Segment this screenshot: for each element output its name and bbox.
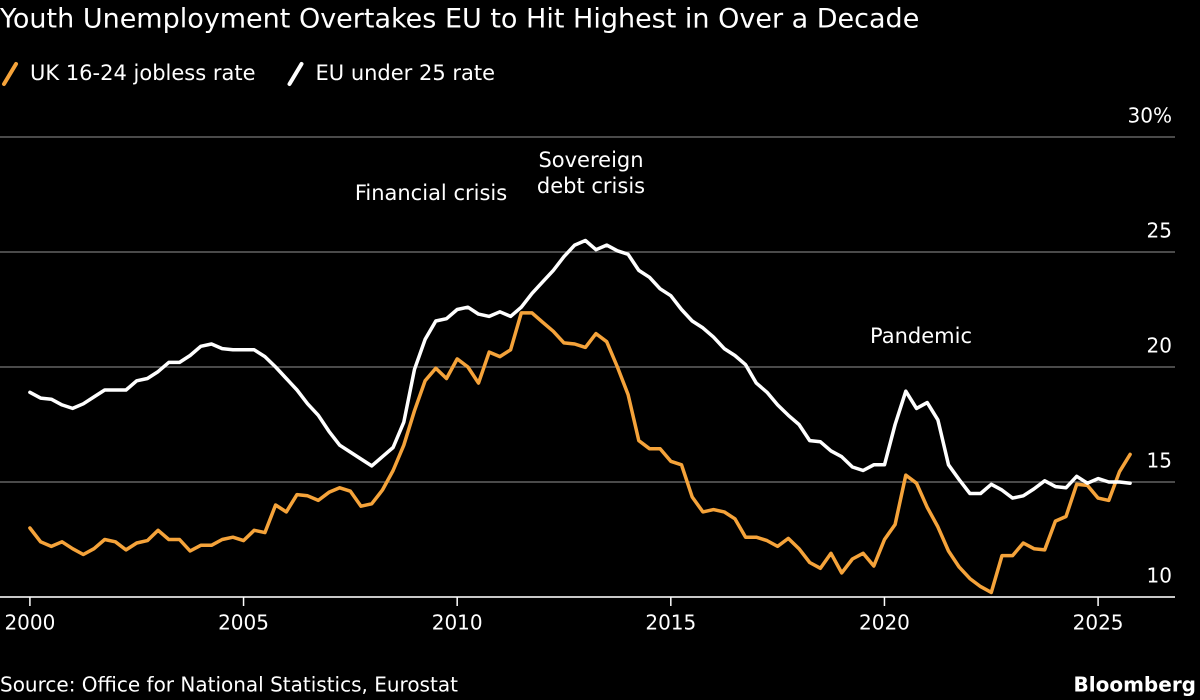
legend-label: UK 16-24 jobless rate [30, 61, 256, 85]
x-tick-label: 2025 [1073, 611, 1124, 635]
annotation: Pandemic [870, 324, 972, 348]
y-tick-label: 10 [1147, 564, 1172, 588]
x-tick-label: 2000 [4, 611, 55, 635]
y-tick-label: 25 [1147, 219, 1172, 243]
y-tick-label: 30% [1128, 104, 1172, 128]
series-line [28, 238, 1132, 500]
y-tick-label: 15 [1147, 449, 1172, 473]
x-tick-label: 2005 [218, 611, 269, 635]
chart-title: Youth Unemployment Overtakes EU to Hit H… [0, 4, 919, 35]
y-tick-label: 20 [1147, 334, 1172, 358]
annotation: Sovereign debt crisis [536, 148, 646, 198]
source: Source: Office for National Statistics, … [0, 673, 458, 697]
annotation: Financial crisis [354, 181, 508, 205]
x-tick-label: 2020 [859, 611, 910, 635]
x-tick-label: 2015 [645, 611, 696, 635]
legend-swatch [287, 62, 304, 86]
brand: Bloomberg [1074, 673, 1196, 697]
x-tick-label: 2010 [432, 611, 483, 635]
series-line [28, 311, 1132, 595]
legend-swatch [2, 62, 18, 86]
legend-label: EU under 25 rate [316, 61, 496, 85]
